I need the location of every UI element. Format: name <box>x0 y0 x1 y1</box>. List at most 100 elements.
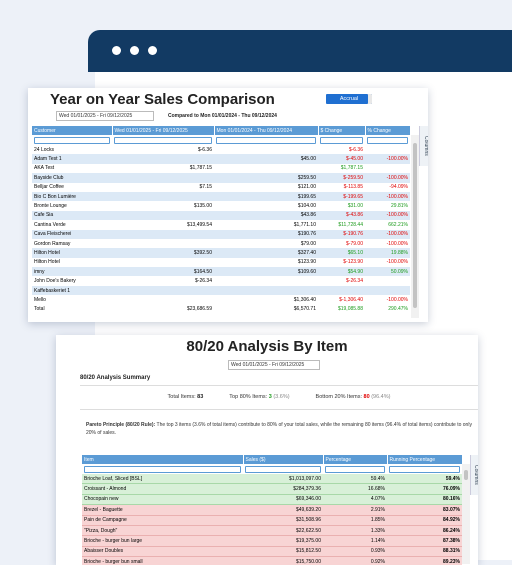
filter-input[interactable] <box>245 465 321 473</box>
scroll-thumb[interactable] <box>464 470 468 480</box>
pareto-table: Item Sales ($) Percentage Running Percentag… <box>82 455 463 565</box>
scrollbar[interactable] <box>462 464 470 564</box>
column-header: % Change <box>365 126 411 135</box>
cell: Brioche - burger bun small <box>84 558 143 565</box>
browser-bar <box>88 30 512 72</box>
filter-input[interactable] <box>325 465 385 473</box>
cell: 84.92% <box>443 517 460 524</box>
cell <box>365 276 410 285</box>
cell: -100.00% <box>386 156 408 163</box>
cell <box>365 164 410 173</box>
date-input[interactable]: Wed 01/01/2025 - Fri 09/12/2025 <box>56 111 154 121</box>
cell: $-6.36 <box>348 146 363 153</box>
cell <box>318 286 365 295</box>
data-row: "Pizza, Dough" $22,622.50 1.33% 86.24% <box>82 525 462 536</box>
header-row: Customer Wed 01/01/2025 - Fri 09/12/2025 M… <box>32 126 411 135</box>
dot <box>112 46 121 55</box>
principle: Pareto Principle (80/20 Rule): The top 3… <box>86 422 474 437</box>
cell: $-45.00 <box>346 156 363 163</box>
filter-cell <box>387 464 462 474</box>
cell: Bronte Lounge <box>34 203 67 210</box>
cell: $49,639.20 <box>295 506 321 513</box>
cell: $121.00 <box>297 184 316 191</box>
toggle-button[interactable]: Accrual <box>326 94 372 104</box>
stat: Bottom 20% Items: 80 (96.4%) <box>316 394 391 400</box>
column-header: Running Percentage <box>387 455 463 464</box>
filter-cell <box>214 135 318 145</box>
cell: 86.24% <box>443 527 460 534</box>
stat-pct: (96.4%) <box>371 394 391 400</box>
cell: $-43.86 <box>346 212 363 219</box>
header-row: Item Sales ($) Percentage Running Percentag… <box>82 455 463 464</box>
cell <box>112 211 214 220</box>
filter-input[interactable] <box>216 136 316 144</box>
cell: 1.33% <box>370 527 385 534</box>
cell: $-123.90 <box>343 259 363 266</box>
filter-input[interactable] <box>84 465 241 473</box>
cell: 87.38% <box>443 538 460 545</box>
filter-cell <box>82 464 243 474</box>
columns-tab[interactable]: Columns <box>419 126 428 166</box>
cell: $-79.00 <box>346 240 363 247</box>
cell: $1,787.15 <box>340 165 363 172</box>
cell: $15,750.00 <box>295 558 321 565</box>
summary-title: 80/20 Analysis Summary <box>80 375 151 381</box>
cell: $1,013,097.00 <box>289 475 321 482</box>
data-row: Abaisser Doubles $15,812.50 0.93% 88.31% <box>82 546 462 557</box>
cell: 0.93% <box>370 548 385 555</box>
cell: $19,375.00 <box>295 538 321 545</box>
cell: 4.07% <box>370 496 385 503</box>
cell: Bayside Club <box>34 174 64 181</box>
cell: $7.15 <box>199 184 212 191</box>
filter-input[interactable] <box>34 136 110 144</box>
cell: Brioche - burger bun large <box>84 538 143 545</box>
column-header: Item <box>82 455 244 464</box>
cell: $327.40 <box>297 249 316 256</box>
cell: $1,771.10 <box>293 221 316 228</box>
data-row: Kaffebaskeriet 1 <box>32 285 410 296</box>
data-row: Croissant - Almond $284,379.36 16.68% 76.09… <box>82 483 462 495</box>
filter-input[interactable] <box>367 136 408 144</box>
column-header: Wed 01/01/2025 - Fri 09/12/2025 <box>112 126 215 135</box>
cell: $45.00 <box>300 156 316 163</box>
cell: $-113.85 <box>343 184 363 191</box>
cell: -100.00% <box>386 296 408 303</box>
stat-label: Bottom 20% Items: <box>315 394 363 400</box>
cell: Cava Fleischerei <box>34 231 72 238</box>
scrollbar[interactable] <box>411 135 419 318</box>
cell: Pain de Campagne <box>84 517 127 524</box>
cell: $19,085.88 <box>337 306 363 313</box>
scroll-thumb[interactable] <box>413 143 417 308</box>
cell: $135.00 <box>193 203 212 210</box>
cell: Cafe Sia <box>34 212 54 219</box>
cell: 59.4% <box>445 475 460 482</box>
filter-input[interactable] <box>114 136 212 144</box>
filter-input[interactable] <box>320 136 363 144</box>
filter-cell <box>318 135 365 145</box>
filter-cell <box>32 135 112 145</box>
title: 80/20 Analysis By Item <box>186 338 348 355</box>
cell <box>112 173 214 182</box>
data-row: Brioche Loaf, Sliced [BSL] $1,013,097.00 5… <box>82 474 462 484</box>
data-row: Pain de Campagne $31,508.96 1.85% 84.92% <box>82 515 462 526</box>
cell: $11,728.44 <box>338 221 363 228</box>
data-row: Adam Test 1 $45.00 $-45.00 -100.00% <box>32 154 410 164</box>
compared-text: Compared to Mon 01/01/2024 - Thu 09/12/2… <box>168 113 277 119</box>
cell: $123.90 <box>297 259 316 266</box>
stat-label: Top 80% Items: <box>229 394 268 400</box>
cell: 16.68% <box>368 486 385 493</box>
cell: $-6.36 <box>197 146 212 153</box>
cell: 80.16% <box>443 496 460 503</box>
date-input[interactable]: Wed 01/01/2025 - Fri 09/12/2025 <box>228 360 320 370</box>
cell: $-259.50 <box>343 174 363 181</box>
data-row: Hilton Hotel $392.50 $327.40 $65.10 19.88% <box>32 248 410 258</box>
cell <box>112 295 214 304</box>
cell: Brezel - Baguette <box>84 506 123 513</box>
cell: 83.07% <box>443 506 460 513</box>
cell: $190.76 <box>297 231 316 238</box>
columns-tab[interactable]: Columns <box>470 455 478 495</box>
cell: $109.60 <box>297 268 316 275</box>
cell: Adam Test 1 <box>34 156 62 163</box>
filter-input[interactable] <box>389 465 460 473</box>
cell: 19.88% <box>391 249 408 256</box>
